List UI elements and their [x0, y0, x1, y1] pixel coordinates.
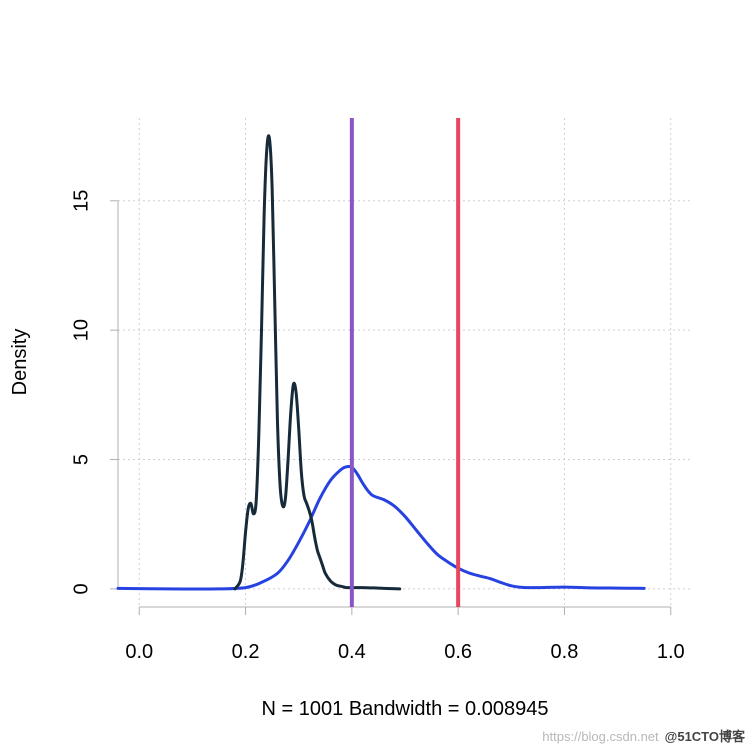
reference-lines	[349, 118, 461, 607]
x-axis-label: N = 1001 Bandwidth = 0.008945	[262, 698, 549, 720]
y-tick-label: 5	[70, 454, 92, 465]
density-curves	[116, 134, 646, 591]
y-tick-label: 10	[70, 319, 92, 341]
x-tick-label: 0.4	[338, 641, 366, 663]
watermark: https://blog.csdn.net @51CTO博客	[542, 726, 745, 745]
y-tick-label: 0	[70, 583, 92, 594]
x-tick-label: 0.6	[444, 641, 472, 663]
grid-lines	[118, 118, 692, 607]
density-curve-0	[233, 134, 402, 591]
x-tick-label: 0.0	[125, 641, 153, 663]
axes: 0.0 0.2 0.4 0.6 0.8 1.0 0 5 10 15	[70, 190, 684, 663]
watermark-url: https://blog.csdn.net	[542, 729, 659, 744]
y-axis-label: Density	[9, 329, 31, 396]
x-tick-label: 0.8	[551, 641, 579, 663]
watermark-brand: @51CTO博客	[664, 729, 745, 744]
x-tick-label: 1.0	[657, 641, 685, 663]
density-curve-1	[116, 464, 646, 591]
y-tick-label: 15	[70, 190, 92, 212]
x-tick-label: 0.2	[232, 641, 260, 663]
